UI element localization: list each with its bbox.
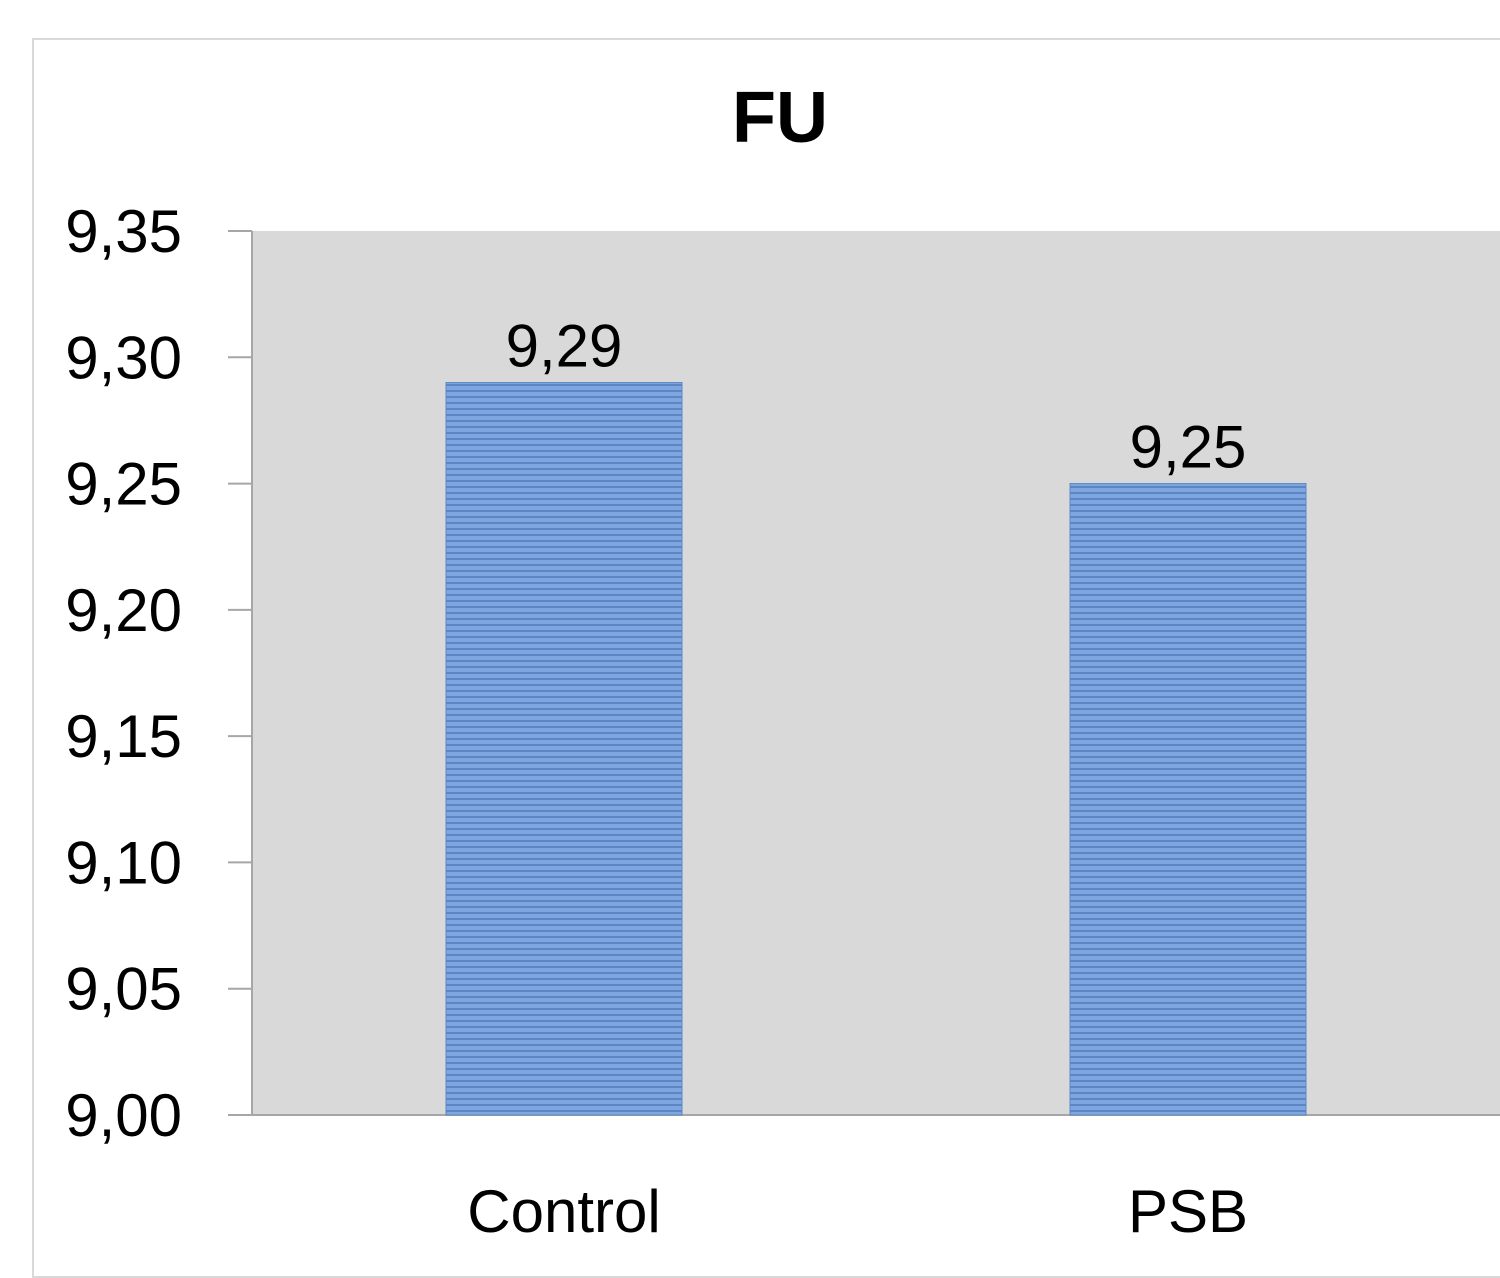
y-tick-label: 9,00 [65,1082,182,1149]
category-labels: Control PSB [467,1178,1248,1245]
y-tick-label: 9,20 [65,577,182,644]
y-tick-label: 9,10 [65,829,182,896]
bars [445,382,1307,1116]
bar-chart: FU 9,00 9,05 9,10 9,15 9,20 9,25 9,30 9,35 9,29… [65,78,1500,1245]
y-tick-label: 9,25 [65,451,182,518]
y-tick-label: 9,35 [65,198,182,265]
data-labels: 9,29 9,25 [506,313,1247,481]
chart-title: FU [732,78,828,158]
y-tick-label: 9,30 [65,324,182,391]
data-label: 9,29 [506,313,623,380]
y-tick-label: 9,15 [65,703,182,770]
x-category-label: Control [467,1178,660,1245]
y-axis: 9,00 9,05 9,10 9,15 9,20 9,25 9,30 9,35 [65,198,253,1149]
data-label: 9,25 [1130,414,1247,481]
bar-psb [1069,483,1307,1116]
plot-area [252,231,1500,1115]
bar-control [445,382,683,1116]
y-tick-label: 9,05 [65,956,182,1023]
x-category-label: PSB [1128,1178,1248,1245]
